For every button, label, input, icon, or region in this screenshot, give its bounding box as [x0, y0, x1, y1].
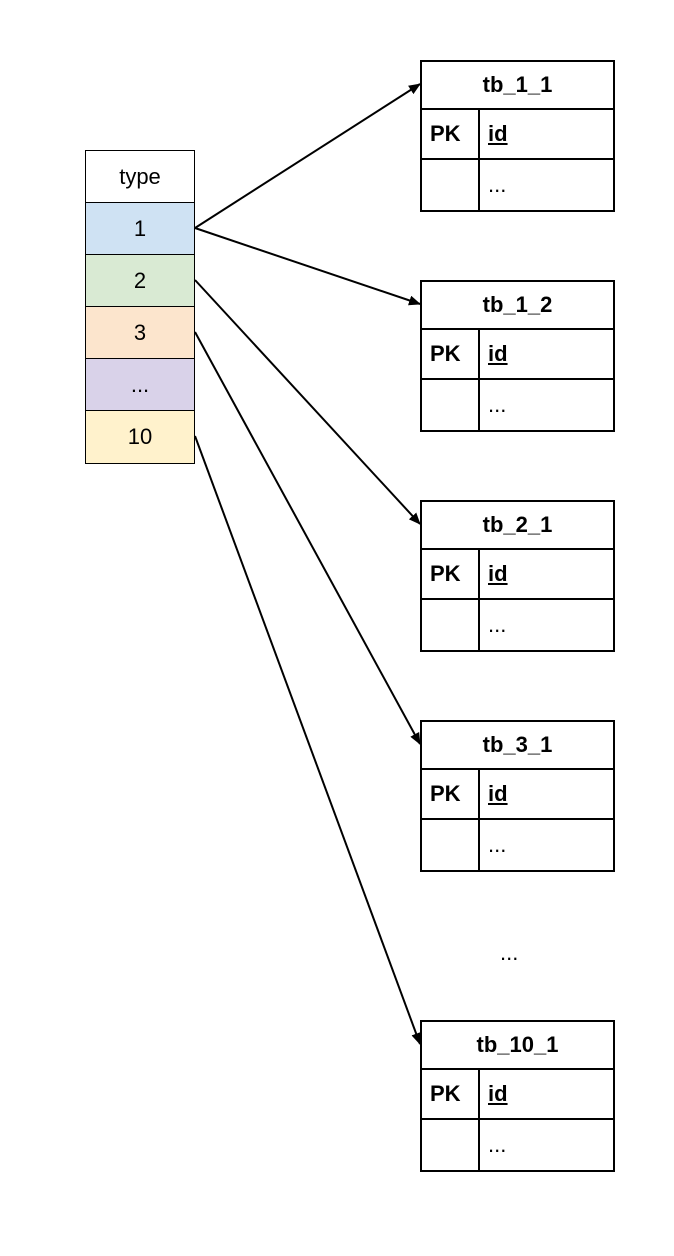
db-row: PKid	[422, 550, 613, 600]
db-cell-ellipsis: ...	[480, 600, 613, 650]
db-cell-ellipsis: ...	[480, 820, 613, 870]
type-table: type123...10	[85, 150, 195, 464]
type-table-header: type	[86, 151, 194, 203]
db-row: ...	[422, 600, 613, 650]
db-cell-pk: PK	[422, 550, 480, 598]
db-table-title: tb_2_1	[422, 502, 613, 550]
db-table: tb_1_1PKid...	[420, 60, 615, 212]
arrow	[195, 436, 420, 1044]
db-table: tb_1_2PKid...	[420, 280, 615, 432]
db-row: ...	[422, 820, 613, 870]
db-cell-empty	[422, 380, 480, 430]
db-cell-pk: PK	[422, 770, 480, 818]
arrow	[195, 280, 420, 524]
db-cell-ellipsis: ...	[480, 380, 613, 430]
db-cell-empty	[422, 600, 480, 650]
db-row: ...	[422, 1120, 613, 1170]
db-cell-id: id	[480, 770, 613, 818]
db-row: PKid	[422, 1070, 613, 1120]
type-row: 2	[86, 255, 194, 307]
db-table-title: tb_3_1	[422, 722, 613, 770]
db-table-title: tb_1_2	[422, 282, 613, 330]
type-row: 10	[86, 411, 194, 463]
db-table-title: tb_1_1	[422, 62, 613, 110]
db-cell-id: id	[480, 1070, 613, 1118]
db-table: tb_3_1PKid...	[420, 720, 615, 872]
db-row: ...	[422, 380, 613, 430]
arrow	[195, 332, 420, 744]
type-row: ...	[86, 359, 194, 411]
db-row: PKid	[422, 330, 613, 380]
db-table: tb_2_1PKid...	[420, 500, 615, 652]
db-cell-pk: PK	[422, 1070, 480, 1118]
db-row: ...	[422, 160, 613, 210]
db-cell-empty	[422, 160, 480, 210]
db-row: PKid	[422, 770, 613, 820]
db-cell-pk: PK	[422, 330, 480, 378]
type-row: 3	[86, 307, 194, 359]
db-row: PKid	[422, 110, 613, 160]
db-cell-empty	[422, 820, 480, 870]
db-cell-pk: PK	[422, 110, 480, 158]
db-cell-id: id	[480, 550, 613, 598]
db-cell-id: id	[480, 110, 613, 158]
db-cell-empty	[422, 1120, 480, 1170]
diagram-stage: type123...10tb_1_1PKid...tb_1_2PKid...tb…	[0, 0, 674, 1256]
db-cell-ellipsis: ...	[480, 160, 613, 210]
tables-ellipsis: ...	[500, 940, 518, 966]
db-table: tb_10_1PKid...	[420, 1020, 615, 1172]
type-row: 1	[86, 203, 194, 255]
arrow	[195, 228, 420, 304]
db-cell-ellipsis: ...	[480, 1120, 613, 1170]
arrow	[195, 84, 420, 228]
db-cell-id: id	[480, 330, 613, 378]
db-table-title: tb_10_1	[422, 1022, 613, 1070]
